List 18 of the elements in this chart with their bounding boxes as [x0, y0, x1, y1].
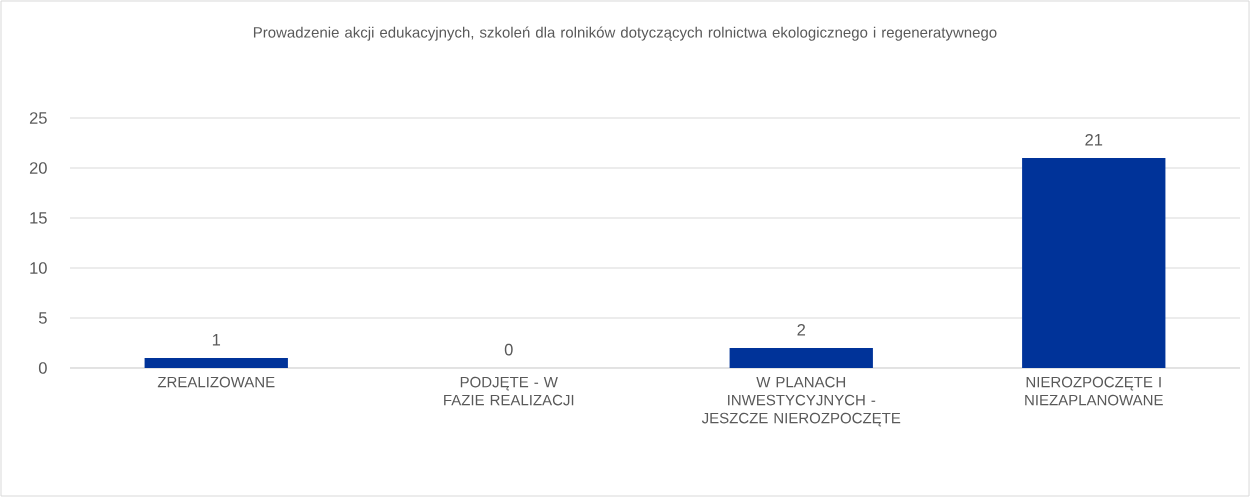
x-tick-label: W PLANACH INWESTYCYJNYCH - JESZCZE NIEROZPOCZĘTE: [701, 376, 901, 427]
y-tick-label: 20: [29, 162, 47, 174]
y-tick-label: 15: [30, 212, 47, 224]
y-tick-label: 5: [38, 312, 47, 324]
data-label: 1: [212, 334, 221, 346]
x-tick-label: ZREALIZOWANE: [157, 376, 275, 388]
chart-title: Prowadzenie akcji edukacyjnych, szkoleń dla rolników dotyczących rolnictwa ekologicznego i regeneratywnego: [253, 26, 997, 41]
y-tick-label: 25: [29, 112, 47, 124]
x-tick-label: PODJĘTE - W FAZIE REALIZACJI: [444, 376, 574, 406]
y-tick-label: 0: [38, 362, 47, 374]
bar: [729, 348, 873, 368]
x-tick-label: NIEROZPOCZĘTE I NIEZAPLANOWANE: [1025, 376, 1163, 406]
data-label: 2: [797, 323, 806, 336]
data-label: 21: [1085, 133, 1103, 146]
bar: [1022, 158, 1166, 368]
y-tick-label: 10: [30, 262, 47, 274]
bar: [144, 358, 288, 368]
data-label: 0: [504, 343, 513, 356]
